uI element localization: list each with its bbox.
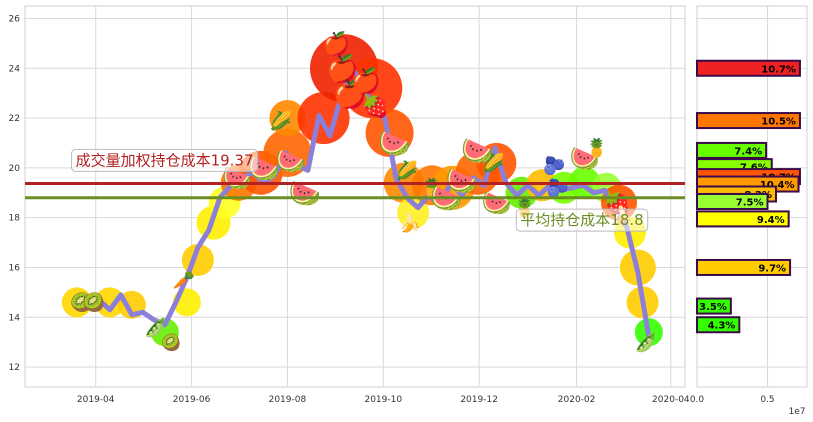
fruit-marker: 🍉 [378, 129, 410, 159]
fruit-marker: 🫛 [635, 331, 657, 353]
reference-label: 平均持仓成本18.8 [520, 211, 643, 229]
price-x-ticks: 2019-04 2019-06 2019-08 2019-10 2019-12 2020-… [77, 395, 690, 405]
fruit-marker: 🌽 [270, 110, 292, 132]
distribution-bar [696, 316, 741, 334]
x-tick-label: 2020-02 [558, 395, 596, 405]
reference-label: 成交量加权持仓成本19.37 [76, 151, 254, 169]
x-tick-label: 2019-06 [173, 395, 211, 405]
distribution-bar-label: 10.4% [760, 180, 795, 191]
fruit-marker: 🍎 [326, 52, 358, 84]
fruit-marker: 🥕 [173, 270, 195, 291]
distribution-bar-label: 9.4% [757, 215, 785, 226]
reference-label-box [515, 208, 649, 232]
reference-lines [25, 182, 685, 200]
distribution-bar-label: 7.5% [736, 197, 764, 208]
fruit-marker: 🥝 [161, 332, 181, 352]
fruit-marker: 🌽 [482, 152, 504, 174]
fruit-marker: 🍌 [399, 212, 421, 234]
reference-label-box [71, 148, 259, 172]
price-series-line [74, 65, 652, 340]
distribution-bar-label: 3.5% [699, 302, 727, 313]
fruit-marker: 🍍 [586, 137, 608, 159]
distribution-x-ticks: 0.0 0.5 [690, 395, 775, 405]
x-tick-label: 2020-04 [652, 395, 690, 405]
y-tick-label: 12 [9, 363, 20, 373]
distribution-scale-label: 1e7 [789, 407, 806, 417]
fruit-marker: 🍎 [322, 30, 349, 57]
distribution-x-tick-label: 0.5 [760, 395, 774, 405]
x-tick-label: 2019-12 [460, 395, 498, 405]
fruit-marker: 🍉 [446, 166, 478, 196]
fruit-marker: 🍉 [276, 147, 306, 175]
y-tick-label: 26 [9, 14, 21, 24]
y-tick-label: 24 [9, 64, 21, 74]
y-tick-label: 16 [9, 263, 21, 273]
fruit-marker: 🥝 [70, 291, 92, 314]
fruit-marker: 🍉 [461, 137, 493, 167]
distribution-x-tick-label: 0.0 [690, 395, 705, 405]
distribution-panel: 10.7%10.5%7.4%7.6%10.7%10.4%8.2%7.5%9.4%… [690, 5, 808, 417]
fruit-marker: 🫐 [543, 155, 565, 177]
distribution-bar-label: 4.3% [708, 321, 736, 332]
glow-blob [94, 287, 125, 318]
y-tick-label: 20 [9, 164, 21, 174]
distribution-bar [696, 141, 768, 159]
price-line-layer [74, 65, 652, 340]
x-tick-label: 2019-08 [269, 395, 307, 405]
x-tick-label: 2019-04 [77, 395, 115, 405]
fruit-marker: 🫐 [547, 177, 569, 199]
fruit-marker: 🍎 [351, 66, 381, 95]
price-y-ticks: 12 14 16 18 20 22 24 26 [9, 14, 21, 373]
y-tick-label: 18 [9, 214, 21, 224]
glow-blob [150, 318, 179, 347]
distribution-bar [696, 258, 792, 276]
x-tick-label: 2019-10 [364, 395, 402, 405]
fruit-marker: 🍉 [569, 144, 599, 172]
y-tick-label: 14 [9, 313, 21, 323]
distribution-bar-label: 10.5% [761, 117, 796, 128]
price-chart-panel: 🥝🥝🫛🥝🥕🍉🍉🌽🍉🍉🍎🍎🍎🍎🍓🍉🌽🍌🍍🍉🍉🍉🌽🍉🍍🫐🫐🍉🍍🍓🍌🫛 成交量加权持仓… [9, 5, 690, 405]
distribution-bar [696, 192, 769, 210]
distribution-bar-label: 10.7% [761, 64, 796, 75]
fruit-marker: 🍎 [333, 76, 368, 110]
y-tick-label: 22 [9, 114, 20, 124]
distribution-bar [696, 59, 801, 77]
distribution-bar [696, 112, 801, 130]
distribution-bar [696, 297, 732, 315]
distribution-bar [696, 210, 790, 228]
fruit-marker: 🌽 [396, 160, 418, 182]
glow-blob [269, 100, 306, 137]
distribution-bar-label: 9.7% [758, 263, 786, 274]
distribution-bars: 10.7%10.5%7.4%7.6%10.7%10.4%8.2%7.5%9.4%… [696, 59, 801, 334]
distribution-bar-label: 7.4% [734, 146, 762, 157]
fruit-marker: 🫛 [144, 317, 166, 339]
fruit-marker: 🥝 [83, 291, 105, 314]
fruit-marker: 🍉 [481, 189, 511, 217]
fruit-marker: 🍓 [362, 93, 389, 119]
reference-annotations: 成交量加权持仓成本19.37 平均持仓成本18.8 [71, 148, 649, 232]
